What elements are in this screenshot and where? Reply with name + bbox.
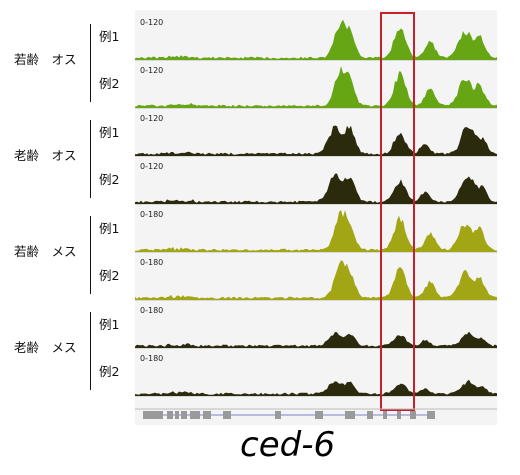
- coverage-area: [135, 210, 497, 252]
- gene-exon: [223, 411, 231, 419]
- track-range-label: 0-180: [140, 210, 164, 219]
- gene-name: ced-6: [240, 425, 336, 465]
- coverage-plot: [135, 331, 497, 349]
- group-bracket: [90, 312, 91, 390]
- gene-exon: [410, 411, 416, 419]
- group-label: 若齢 オス: [14, 52, 77, 67]
- track-range-label: 0-120: [140, 114, 164, 123]
- replicate-label: 例1: [99, 317, 120, 332]
- coverage-track: 0-120: [135, 14, 497, 61]
- gene-exon: [345, 411, 355, 419]
- track-range-label: 0-120: [140, 162, 164, 171]
- coverage-area: [135, 260, 497, 300]
- group-label: 老齢 メス: [14, 340, 77, 355]
- group-label: 若齢 メス: [14, 244, 77, 259]
- replicate-label: 例2: [99, 76, 120, 91]
- gene-exon: [190, 411, 200, 419]
- genome-browser-panel: 0-120 0-120 0-120 0-120 0-180 0-180 0-180 0-180: [135, 10, 497, 425]
- group-label: 老齢 オス: [14, 148, 77, 163]
- gene-exon: [143, 411, 163, 419]
- gene-exon: [275, 411, 281, 419]
- coverage-track: 0-180: [135, 302, 497, 349]
- coverage-plot: [135, 173, 497, 205]
- replicate-label: 例1: [99, 29, 120, 44]
- track-range-label: 0-120: [140, 66, 164, 75]
- coverage-track: 0-180: [135, 254, 497, 301]
- replicate-label: 例1: [99, 125, 120, 140]
- coverage-plot: [135, 379, 497, 397]
- replicate-label: 例2: [99, 364, 120, 379]
- coverage-area: [135, 19, 497, 60]
- track-range-label: 0-120: [140, 18, 164, 27]
- gene-exon: [175, 411, 179, 419]
- group-bracket: [90, 216, 91, 294]
- coverage-plot: [135, 210, 497, 253]
- gene-exon: [203, 411, 211, 419]
- coverage-track: 0-120: [135, 110, 497, 157]
- gene-exon: [383, 411, 387, 419]
- replicate-label: 例2: [99, 172, 120, 187]
- highlight-box: [380, 12, 415, 411]
- coverage-plot: [135, 66, 497, 109]
- gene-exon: [427, 411, 435, 419]
- coverage-area: [135, 379, 497, 396]
- gene-model: [135, 408, 497, 419]
- coverage-area: [135, 331, 497, 348]
- track-range-label: 0-180: [140, 258, 164, 267]
- track-range-label: 0-180: [140, 306, 164, 315]
- gene-exon: [167, 411, 173, 419]
- gene-exon: [315, 411, 323, 419]
- replicate-label: 例2: [99, 268, 120, 283]
- coverage-area: [135, 173, 497, 204]
- gene-exon: [181, 411, 187, 419]
- coverage-track: 0-180: [135, 206, 497, 253]
- coverage-area: [135, 125, 497, 156]
- coverage-track: 0-120: [135, 158, 497, 205]
- group-bracket: [90, 120, 91, 198]
- coverage-track: 0-120: [135, 62, 497, 109]
- coverage-plot: [135, 125, 497, 157]
- group-bracket: [90, 24, 91, 102]
- coverage-plot: [135, 260, 497, 301]
- coverage-plot: [135, 19, 497, 61]
- gene-exon: [367, 411, 373, 419]
- gene-exon: [397, 411, 401, 419]
- track-range-label: 0-180: [140, 354, 164, 363]
- replicate-label: 例1: [99, 221, 120, 236]
- coverage-track: 0-180: [135, 350, 497, 397]
- coverage-area: [135, 66, 497, 108]
